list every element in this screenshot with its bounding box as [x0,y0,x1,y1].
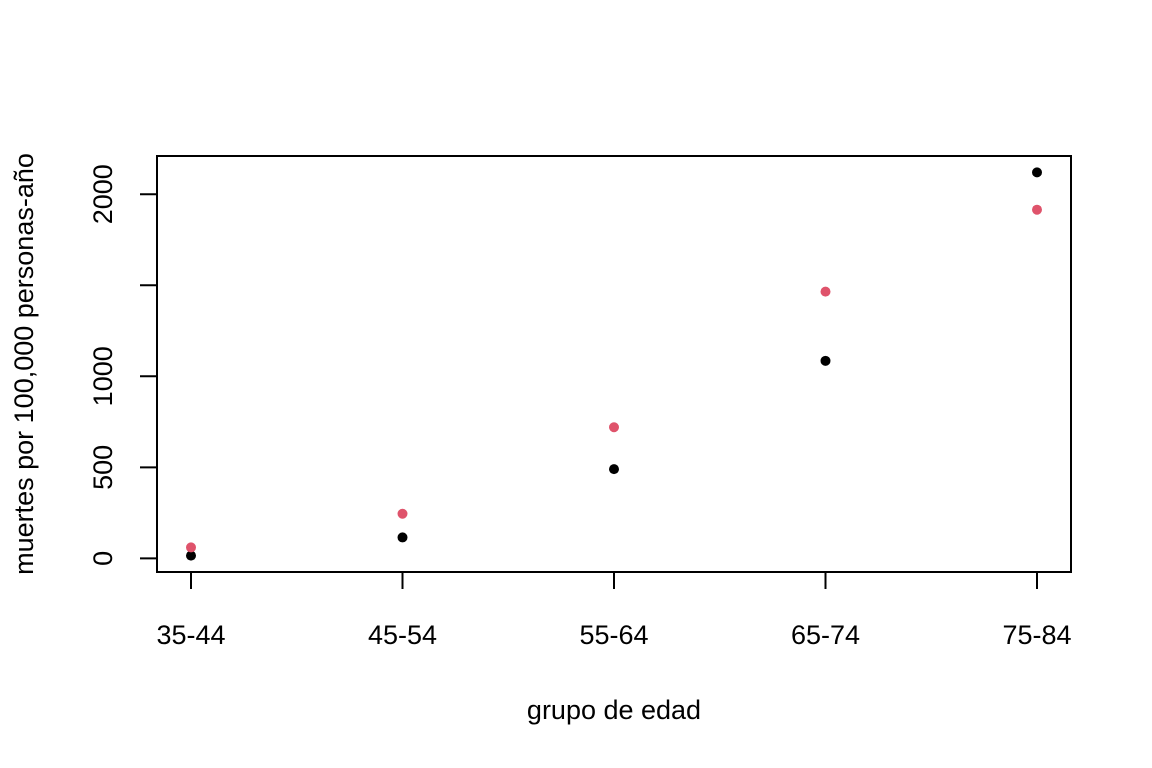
y-tick-label: 1000 [88,346,118,406]
data-point-series-2 [186,542,196,553]
x-tick-label: 65-74 [791,620,860,650]
x-tick-label: 75-84 [1002,620,1071,650]
x-tick-label: 35-44 [156,620,225,650]
data-point-series-2 [609,422,619,433]
data-point-series-1 [1032,167,1042,178]
data-point-series-2 [397,508,408,519]
data-point-series-2 [1032,204,1042,215]
y-tick-label: 2000 [88,164,118,224]
y-tick-label: 0 [88,551,118,566]
data-point-series-1 [609,464,619,475]
y-axis: 0 500 1000 2000 [88,164,158,566]
x-tick-label: 45-54 [368,620,437,650]
data-point-series-2 [820,286,831,297]
data-point-series-1 [820,355,831,366]
x-axis-title: grupo de edad [527,695,701,725]
y-tick-label: 500 [88,445,118,490]
data-points [186,167,1042,561]
data-point-series-1 [397,532,408,543]
y-axis-title: muertes por 100,000 personas-año [9,153,39,575]
plot-frame [156,155,1072,573]
x-axis: 35-44 45-54 55-64 65-74 75-84 [156,571,1072,650]
data-point-series-1 [186,550,196,561]
x-tick-label: 55-64 [579,620,648,650]
